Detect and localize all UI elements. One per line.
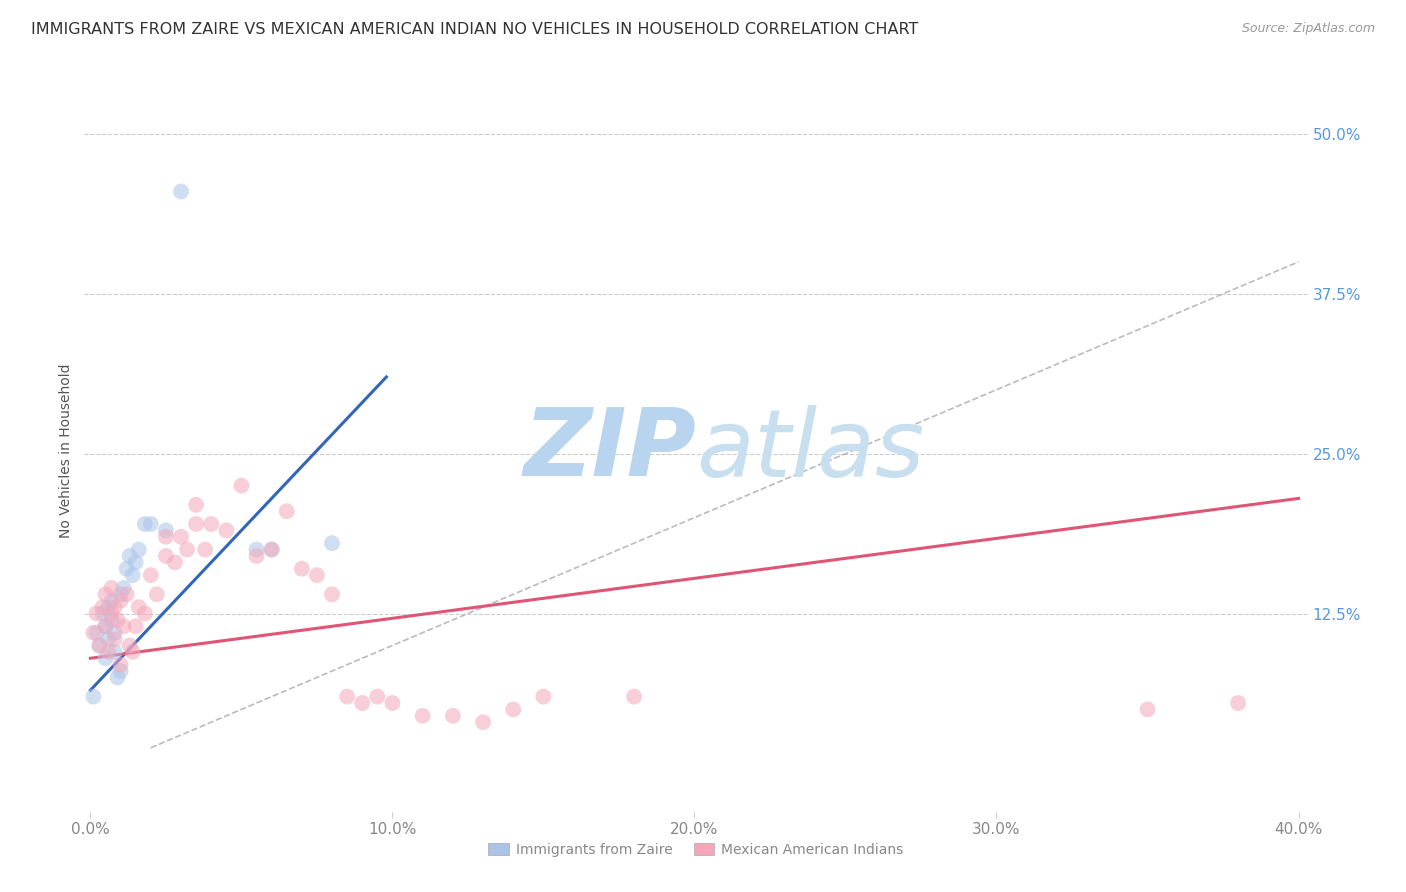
Point (121, 645, 143, 659)
Point (215, 524, 238, 538)
Point (305, 568, 328, 582)
Point (260, 542, 283, 557)
Point (86, 625, 108, 640)
Text: ZIP: ZIP (523, 404, 696, 497)
Point (184, 498, 207, 512)
Point (91, 607, 114, 621)
Point (533, 690, 555, 704)
Point (260, 542, 283, 557)
Point (1227, 696, 1250, 710)
Legend: Immigrants from Zaire, Mexican American Indians: Immigrants from Zaire, Mexican American … (482, 838, 910, 863)
Point (163, 555, 186, 569)
Point (291, 562, 314, 576)
Point (89, 639, 111, 653)
Point (94, 619, 117, 633)
Point (121, 568, 143, 582)
Point (155, 549, 177, 563)
Point (86, 607, 108, 621)
Y-axis label: No Vehicles in Household: No Vehicles in Household (59, 363, 73, 538)
Point (146, 587, 169, 601)
Point (276, 504, 298, 518)
Point (412, 708, 434, 723)
Point (82, 625, 104, 640)
Point (110, 593, 132, 607)
Point (94, 619, 117, 633)
Point (94, 651, 117, 665)
Point (184, 516, 207, 531)
Point (107, 670, 129, 684)
Point (112, 619, 135, 633)
Point (155, 524, 177, 538)
Point (118, 639, 141, 653)
Point (1136, 702, 1159, 716)
Point (89, 639, 111, 653)
Point (97, 600, 120, 615)
Point (128, 542, 150, 557)
Point (125, 555, 148, 569)
Point (170, 530, 193, 544)
Point (231, 478, 253, 492)
Point (245, 549, 267, 563)
Text: IMMIGRANTS FROM ZAIRE VS MEXICAN AMERICAN INDIAN NO VEHICLES IN HOUSEHOLD CORREL: IMMIGRANTS FROM ZAIRE VS MEXICAN AMERICA… (31, 22, 918, 37)
Point (128, 600, 150, 615)
Point (115, 562, 138, 576)
Point (112, 581, 135, 595)
Point (97, 645, 120, 659)
Point (100, 613, 122, 627)
Point (200, 516, 222, 531)
Point (321, 536, 343, 550)
Point (118, 549, 141, 563)
Point (366, 690, 388, 704)
Point (170, 185, 193, 199)
Point (472, 715, 495, 730)
Point (115, 587, 138, 601)
Point (82, 690, 104, 704)
Point (107, 613, 129, 627)
Point (103, 645, 125, 659)
Text: atlas: atlas (696, 405, 924, 496)
Point (321, 587, 343, 601)
Point (103, 625, 125, 640)
Point (176, 542, 198, 557)
Point (245, 542, 267, 557)
Point (139, 516, 162, 531)
Point (125, 619, 148, 633)
Point (110, 664, 132, 678)
Point (502, 702, 524, 716)
Point (134, 516, 156, 531)
Point (103, 632, 125, 646)
Point (100, 607, 122, 621)
Point (352, 696, 374, 710)
Point (100, 593, 122, 607)
Point (94, 587, 117, 601)
Point (100, 581, 122, 595)
Point (155, 530, 177, 544)
Point (336, 690, 359, 704)
Point (623, 690, 645, 704)
Point (103, 600, 125, 615)
Point (110, 657, 132, 672)
Point (441, 708, 464, 723)
Point (381, 696, 404, 710)
Point (134, 607, 156, 621)
Point (139, 568, 162, 582)
Point (91, 600, 114, 615)
Point (194, 542, 217, 557)
Text: Source: ZipAtlas.com: Source: ZipAtlas.com (1241, 22, 1375, 36)
Point (97, 632, 120, 646)
Point (110, 587, 132, 601)
